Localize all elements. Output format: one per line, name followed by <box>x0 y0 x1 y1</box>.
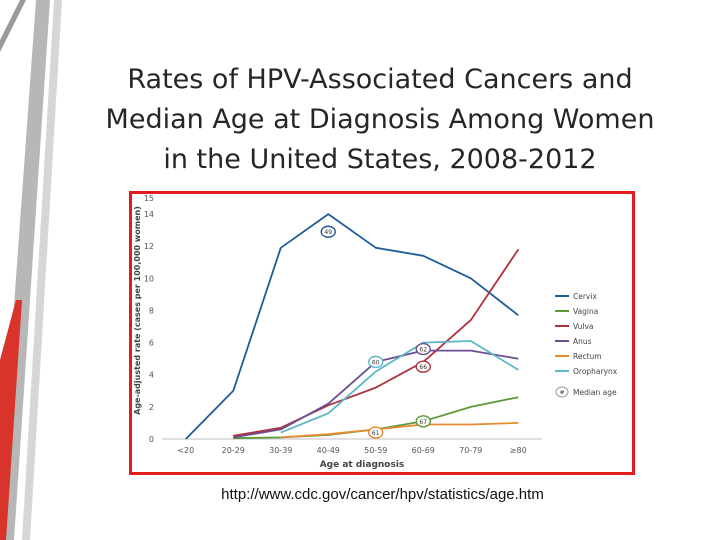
series-line-vulva <box>233 248 520 437</box>
y-tick-label: 2 <box>149 403 154 412</box>
decoration-stripe-dark <box>0 0 26 52</box>
title-line-2: Median Age at Diagnosis Among Women <box>105 104 655 135</box>
y-tick-label: 4 <box>149 371 154 380</box>
title-line-3: in the United States, 2008-2012 <box>163 144 597 175</box>
y-tick-label: 8 <box>149 306 154 315</box>
y-axis-title: Age-adjusted rate (cases per 100,000 wom… <box>133 206 142 415</box>
legend-label: Vagina <box>573 307 598 316</box>
median-age-marker <box>415 415 431 428</box>
series-line-cervix <box>185 213 519 440</box>
chart-frame: 0 2 4 6 8 10 12 14 15 <20 20-29 30-39 40-49 50-59 60-6… <box>129 191 635 475</box>
legend-median-marker-label: # <box>559 390 564 397</box>
x-tick-label: 70-79 <box>459 446 482 455</box>
x-tick-label: <20 <box>177 446 194 455</box>
legend-label: Rectum <box>573 352 602 361</box>
median-age-label: 66 <box>419 364 427 371</box>
legend-median-marker <box>555 386 569 398</box>
x-tick-label: 20-29 <box>222 446 245 455</box>
median-age-label: 60 <box>372 359 380 366</box>
median-age-label: 61 <box>372 430 380 437</box>
median-age-label: 67 <box>419 419 427 426</box>
x-tick-label: 30-39 <box>269 446 292 455</box>
median-age-label: 49 <box>324 229 332 236</box>
series-line-oropharynx <box>280 340 519 434</box>
y-tick-label: 12 <box>144 242 154 251</box>
source-link[interactable]: http://www.cdc.gov/cancer/hpv/statistics… <box>221 486 544 503</box>
title-line-1: Rates of HPV-Associated Cancers and <box>127 64 633 95</box>
decoration-stripe-red <box>0 300 22 540</box>
x-tick-label: 40-49 <box>317 446 340 455</box>
legend-label: Median age <box>573 388 617 397</box>
y-tick-label: 10 <box>144 274 154 283</box>
line-chart: 0 2 4 6 8 10 12 14 15 <20 20-29 30-39 40-49 50-59 60-6… <box>133 194 618 470</box>
median-age-marker <box>415 342 431 356</box>
decoration-stripe-light <box>22 0 62 540</box>
x-axis-title: Age at diagnosis <box>320 460 405 470</box>
median-age-marker <box>368 355 384 369</box>
x-tick-label: 60-69 <box>412 446 435 455</box>
median-age-marker <box>368 426 384 439</box>
legend-label: Vulva <box>573 322 594 331</box>
slide-title: Rates of HPV-Associated Cancers and Medi… <box>80 60 680 180</box>
median-age-marker <box>320 225 336 238</box>
y-tick-label: 14 <box>144 210 154 219</box>
series-line-rectum <box>280 422 519 439</box>
y-tick-label: 6 <box>149 339 154 348</box>
median-age-marker <box>415 360 431 373</box>
legend-label: Anus <box>573 337 592 346</box>
x-tick-label: 50-59 <box>364 446 387 455</box>
legend-label: Oropharynx <box>573 367 618 376</box>
y-tick-label: 15 <box>144 194 154 203</box>
x-tick-label: ≥80 <box>510 446 527 455</box>
y-tick-label: 0 <box>149 435 154 444</box>
median-age-label: 62 <box>419 347 427 354</box>
legend-label: Cervix <box>573 292 597 301</box>
